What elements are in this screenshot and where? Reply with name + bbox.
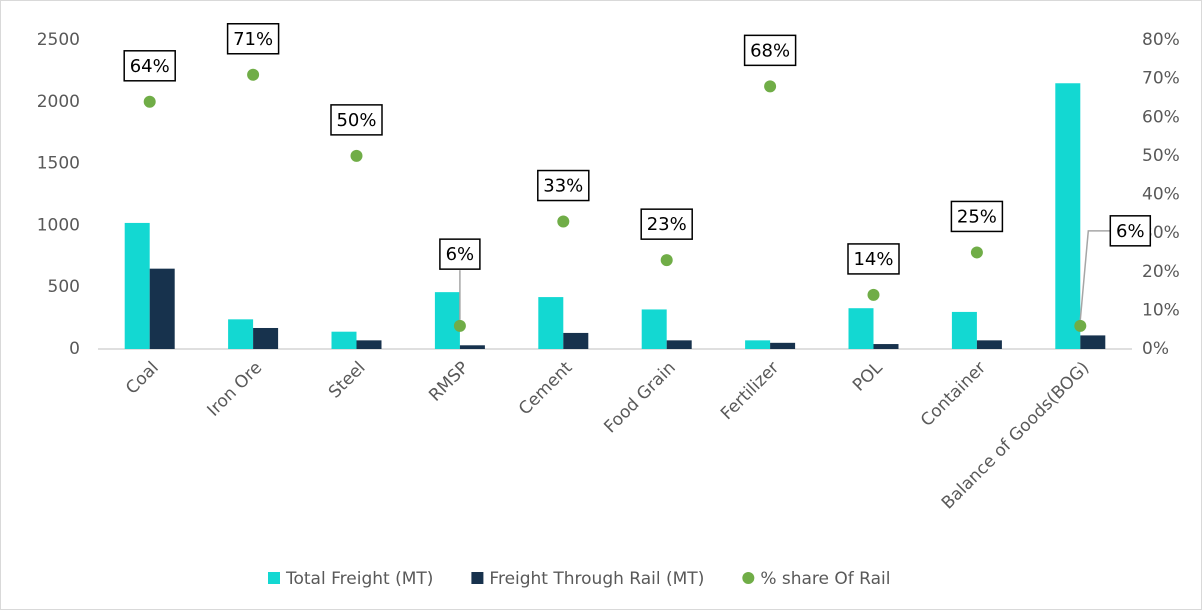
y-tick-label: 2000 xyxy=(37,92,80,112)
label-box xyxy=(640,208,693,240)
y2-tick-label: 30% xyxy=(1142,223,1180,243)
bar xyxy=(873,344,899,349)
point xyxy=(764,80,777,93)
y2-tick-label: 10% xyxy=(1142,300,1180,320)
data-label: 50% xyxy=(336,110,376,131)
bar xyxy=(1055,83,1081,349)
point xyxy=(1074,319,1087,332)
label-box xyxy=(226,23,280,55)
bar xyxy=(228,319,254,349)
data-label: 6% xyxy=(1116,221,1145,242)
y2-tick-label: 40% xyxy=(1142,185,1180,205)
bar xyxy=(434,292,460,349)
bar xyxy=(124,222,150,349)
data-label: 6% xyxy=(446,244,475,265)
y-tick-label: 0 xyxy=(69,339,80,359)
bar xyxy=(745,340,771,349)
y2-tick-label: 80% xyxy=(1142,30,1180,50)
point xyxy=(350,149,363,162)
bar xyxy=(951,311,977,349)
y2-tick-label: 50% xyxy=(1142,146,1180,166)
y-tick-label: 1000 xyxy=(37,215,80,235)
bar xyxy=(149,268,175,349)
data-label: 23% xyxy=(647,214,687,235)
point xyxy=(557,215,570,228)
bar xyxy=(538,297,564,349)
bar xyxy=(331,331,357,349)
bar xyxy=(253,327,279,349)
bar xyxy=(641,309,667,349)
point xyxy=(867,288,880,301)
label-box xyxy=(439,238,481,270)
legend-swatch xyxy=(268,572,280,584)
legend-label: Total Freight (MT) xyxy=(285,569,433,589)
data-label: 33% xyxy=(543,176,583,197)
bar xyxy=(563,332,589,349)
data-label: 71% xyxy=(233,29,273,50)
point xyxy=(247,68,260,81)
legend-label: Freight Through Rail (MT) xyxy=(489,569,704,589)
y2-tick-label: 70% xyxy=(1142,69,1180,89)
y-tick-label: 2500 xyxy=(37,30,80,50)
point xyxy=(660,254,673,267)
legend-swatch xyxy=(742,572,755,584)
label-box xyxy=(950,200,1004,233)
bar xyxy=(1080,335,1106,349)
point xyxy=(453,319,466,332)
bar xyxy=(770,342,796,349)
bar xyxy=(356,340,382,349)
y-tick-label: 1500 xyxy=(37,154,80,174)
point xyxy=(970,246,983,259)
bar xyxy=(976,340,1002,349)
legend-swatch xyxy=(471,572,484,584)
data-label: 64% xyxy=(130,56,170,77)
y2-tick-label: 20% xyxy=(1142,262,1180,282)
leader-line xyxy=(1079,230,1111,320)
y-tick-label: 500 xyxy=(48,277,80,297)
label-box xyxy=(537,169,590,202)
legend-label: % share Of Rail xyxy=(760,569,890,589)
y2-tick-label: 60% xyxy=(1142,107,1180,127)
bar xyxy=(459,345,485,349)
label-box xyxy=(330,104,383,136)
label-box xyxy=(123,50,176,82)
point xyxy=(143,95,156,108)
data-label: 14% xyxy=(853,249,893,270)
label-box xyxy=(1109,215,1152,247)
y2-tick-label: 0% xyxy=(1142,339,1169,359)
label-box xyxy=(743,34,797,67)
data-label: 68% xyxy=(750,40,790,61)
label-box xyxy=(847,243,900,275)
bar xyxy=(666,340,692,349)
bar xyxy=(848,308,874,349)
data-label: 25% xyxy=(957,206,997,227)
